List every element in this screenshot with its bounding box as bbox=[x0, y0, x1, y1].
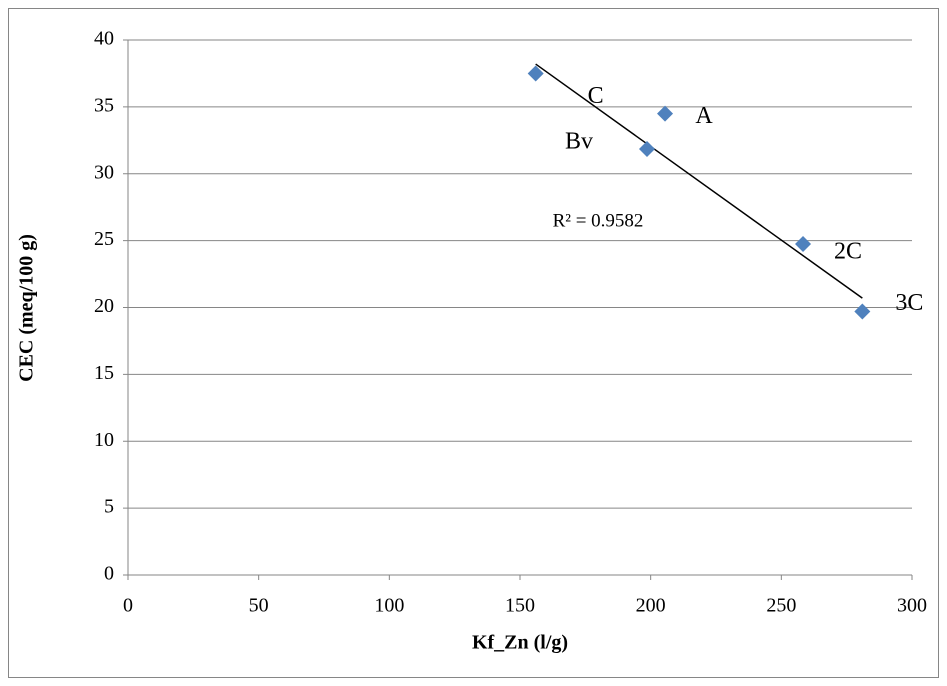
y-tick-label: 20 bbox=[94, 295, 114, 317]
point-label: 2C bbox=[834, 238, 862, 264]
x-tick-label: 0 bbox=[123, 595, 133, 617]
point-label: C bbox=[588, 83, 604, 109]
y-tick-label: 0 bbox=[104, 563, 114, 585]
data-point bbox=[527, 65, 544, 82]
trendline-annotation: R² = 0.9582 bbox=[553, 210, 644, 231]
x-tick-label: 300 bbox=[897, 595, 927, 617]
point-label: A bbox=[695, 103, 713, 129]
y-tick-label: 10 bbox=[94, 429, 114, 451]
x-tick-label: 200 bbox=[636, 595, 666, 617]
y-axis-label: CEC (meq/100 g) bbox=[16, 234, 38, 382]
point-label: Bv bbox=[565, 129, 593, 155]
y-tick-label: 25 bbox=[94, 228, 114, 250]
x-tick-label: 150 bbox=[505, 595, 535, 617]
trendline bbox=[535, 63, 863, 299]
x-tick-label: 100 bbox=[374, 595, 404, 617]
y-tick-label: 5 bbox=[104, 496, 114, 518]
data-point bbox=[854, 303, 871, 320]
data-point bbox=[657, 105, 674, 122]
y-tick-label: 40 bbox=[94, 28, 114, 50]
y-tick-label: 30 bbox=[94, 161, 114, 183]
x-tick-label: 50 bbox=[249, 595, 269, 617]
chart-frame bbox=[8, 8, 939, 678]
data-point bbox=[639, 141, 656, 158]
y-tick-label: 35 bbox=[94, 94, 114, 116]
y-tick-label: 15 bbox=[94, 362, 114, 384]
point-label: 3C bbox=[895, 290, 923, 316]
x-axis-label: Kf_Zn (l/g) bbox=[472, 632, 568, 654]
data-point bbox=[795, 235, 812, 252]
x-tick-label: 250 bbox=[766, 595, 796, 617]
